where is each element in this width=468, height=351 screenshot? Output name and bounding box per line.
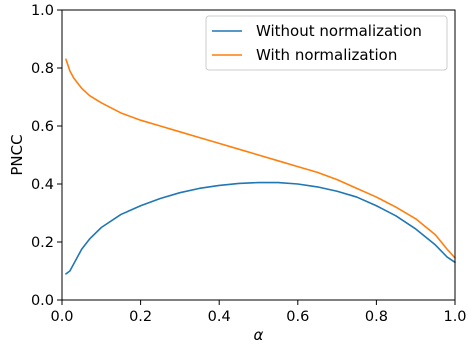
ticks-layer: 0.0 0.2 0.4 0.6 0.8 1.0 0.0 0.2 0.4 0.6 0.8 1.0 xyxy=(31,3,467,325)
series-layer xyxy=(65,58,456,275)
y-tick-label: 0.2 xyxy=(31,235,54,251)
x-tick-label: 0.6 xyxy=(286,309,309,325)
y-tick-label: 0.4 xyxy=(31,177,54,193)
y-tick-label: 0.8 xyxy=(31,61,54,77)
legend-entry-without-normalization: Without normalization xyxy=(256,22,422,40)
axes-layer xyxy=(61,9,456,301)
legend-box xyxy=(205,15,448,71)
y-axis-label: PNCC xyxy=(8,134,26,175)
legend: Without normalization With normalization xyxy=(205,15,448,71)
y-tick-label: 0.0 xyxy=(31,293,54,309)
x-tick-label: 0.8 xyxy=(365,309,388,325)
x-tick-label: 0.0 xyxy=(50,309,73,325)
y-tick-label: 0.6 xyxy=(31,119,54,135)
x-tick-label: 0.2 xyxy=(129,309,152,325)
x-axis-label: α xyxy=(254,326,264,344)
plot-frame xyxy=(61,9,456,301)
y-tick-label: 1.0 xyxy=(31,3,54,19)
x-tick-label: 1.0 xyxy=(443,309,466,325)
x-tick-label: 0.4 xyxy=(208,309,231,325)
series-line-without-normalization xyxy=(65,181,456,275)
legend-entry-with-normalization: With normalization xyxy=(256,46,397,64)
series-line-with-normalization xyxy=(65,58,456,259)
